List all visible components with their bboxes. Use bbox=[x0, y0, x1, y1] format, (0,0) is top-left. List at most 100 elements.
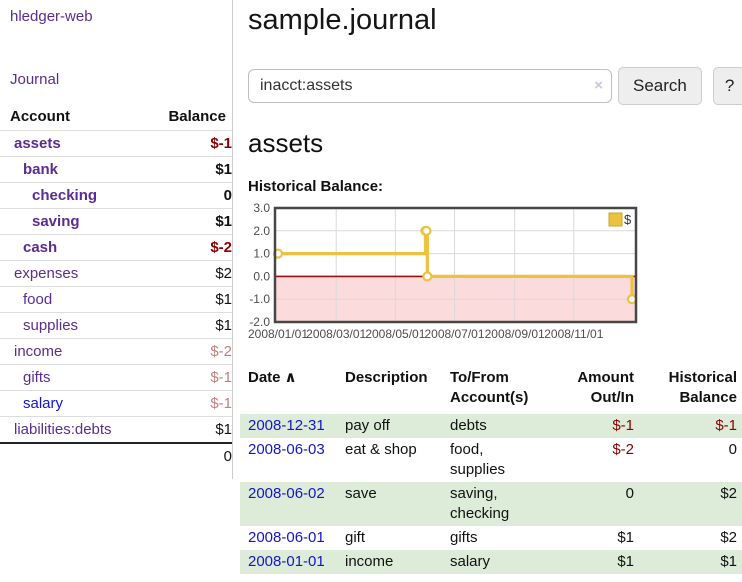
register-row: 2008-06-03 eat & shop food, supplies $-2 0 bbox=[240, 438, 742, 482]
accounts-header-balance: Balance bbox=[168, 108, 226, 125]
sort-asc-icon: ∧ bbox=[284, 369, 297, 386]
sidebar-account-link-liabilities-debts[interactable]: liabilities:debts bbox=[14, 421, 112, 438]
sidebar-account-link-expenses[interactable]: expenses bbox=[14, 265, 79, 282]
svg-text:2008/09/01: 2008/09/01 bbox=[485, 327, 545, 341]
main-content: sample.journal × Search ? assets Histori… bbox=[240, 0, 742, 574]
sidebar-account-link-bank[interactable]: bank bbox=[23, 161, 59, 178]
register-row: 2008-01-01 income salary $1 $1 bbox=[240, 550, 742, 574]
svg-text:$: $ bbox=[624, 212, 632, 227]
account-balance: $-2 bbox=[139, 234, 232, 261]
accounts-total-row: 0 bbox=[0, 442, 232, 469]
register-header-amount: Amount Out/In bbox=[577, 369, 634, 406]
account-row: assets $-1 bbox=[0, 130, 232, 157]
register-header-description: Description bbox=[345, 369, 428, 386]
register-cell-date: 2008-06-01 bbox=[240, 526, 337, 550]
register-cell-description: save bbox=[345, 485, 377, 502]
register-cell-date: 2008-12-31 bbox=[240, 414, 337, 438]
account-row: checking 0 bbox=[0, 182, 232, 209]
account-row: gifts $-1 bbox=[0, 364, 232, 391]
clear-search-icon[interactable]: × bbox=[594, 77, 603, 94]
register-cell-balance: 0 bbox=[728, 441, 737, 458]
sidebar-account-link-supplies[interactable]: supplies bbox=[23, 317, 79, 334]
register-cell-description: gift bbox=[345, 529, 366, 546]
svg-text:2008/07/01: 2008/07/01 bbox=[424, 327, 484, 341]
account-balance: $1 bbox=[139, 416, 232, 443]
register-header-row: Date ∧ Description To/From Account(s) Amo… bbox=[240, 366, 742, 414]
brand-link[interactable]: hledger-web bbox=[10, 8, 93, 25]
register-cell-amount: $-2 bbox=[612, 441, 634, 458]
account-row: bank $1 bbox=[0, 156, 232, 183]
account-row: food $1 bbox=[0, 286, 232, 313]
account-balance: $1 bbox=[139, 312, 232, 339]
search-button[interactable]: Search bbox=[618, 67, 702, 105]
historical-balance-chart[interactable]: $3.0 2.0 1.0 0.0 -1.0 -2.0 2008/01/01 2008/03/0… bbox=[240, 201, 710, 349]
register-cell-accounts: debts bbox=[450, 417, 487, 434]
sidebar: hledger-web Journal Account Balance asse… bbox=[0, 0, 233, 479]
register-cell-balance: $2 bbox=[720, 529, 737, 546]
sidebar-account-link-income[interactable]: income bbox=[14, 343, 63, 360]
accounts-total-spacer bbox=[0, 442, 140, 469]
register-cell-amount: $-1 bbox=[612, 417, 634, 434]
register-cell-date: 2008-01-01 bbox=[240, 550, 337, 574]
svg-text:2.0: 2.0 bbox=[253, 224, 270, 238]
chart-svg: $3.0 2.0 1.0 0.0 -1.0 -2.02008/01/012008/03/0… bbox=[248, 201, 638, 341]
transaction-date-link[interactable]: 2008-01-01 bbox=[248, 553, 325, 570]
sidebar-account-link-food[interactable]: food bbox=[23, 291, 53, 308]
transaction-date-link[interactable]: 2008-12-31 bbox=[248, 417, 325, 434]
help-button[interactable]: ? bbox=[712, 67, 742, 105]
account-balance: $-2 bbox=[139, 338, 232, 365]
sidebar-account-link-assets[interactable]: assets bbox=[14, 135, 61, 152]
account-row: expenses $2 bbox=[0, 260, 232, 287]
register-cell-amount: $1 bbox=[617, 553, 634, 570]
account-row: supplies $1 bbox=[0, 312, 232, 339]
register-row: 2008-06-01 gift gifts $1 $2 bbox=[240, 526, 742, 550]
accounts-header-row: Account Balance bbox=[0, 104, 232, 131]
register-header-balance: Historical Balance bbox=[668, 369, 737, 406]
svg-text:-1.0: -1.0 bbox=[249, 292, 270, 306]
account-row: salary $-1 bbox=[0, 390, 232, 417]
search-field-wrap: × bbox=[248, 69, 612, 103]
svg-text:2008/05/01: 2008/05/01 bbox=[365, 327, 425, 341]
account-balance: $-1 bbox=[139, 390, 232, 417]
sidebar-account-link-gifts[interactable]: gifts bbox=[23, 369, 51, 386]
transaction-date-link[interactable]: 2008-06-03 bbox=[248, 441, 325, 458]
register-header-accounts: To/From Account(s) bbox=[450, 369, 529, 406]
account-balance: $2 bbox=[139, 260, 232, 287]
svg-text:2008/11/01: 2008/11/01 bbox=[544, 327, 603, 341]
sidebar-account-link-cash[interactable]: cash bbox=[23, 239, 58, 256]
register-cell-accounts: saving, checking bbox=[450, 485, 510, 522]
register-cell-date: 2008-06-03 bbox=[240, 438, 337, 482]
date-column-label: Date bbox=[248, 369, 281, 386]
svg-text:2008/03/01: 2008/03/01 bbox=[306, 327, 366, 341]
register-row: 2008-06-02 save saving, checking 0 $2 bbox=[240, 482, 742, 526]
transaction-date-link[interactable]: 2008-06-01 bbox=[248, 529, 325, 546]
transaction-date-link[interactable]: 2008-06-02 bbox=[248, 485, 325, 502]
search-input[interactable] bbox=[248, 69, 612, 103]
register-cell-accounts: food, supplies bbox=[450, 441, 506, 478]
account-balance: $-1 bbox=[139, 364, 232, 391]
nav-journal-link[interactable]: Journal bbox=[10, 71, 60, 88]
register-cell-accounts: salary bbox=[450, 553, 491, 570]
register-cell-description: pay off bbox=[345, 417, 390, 434]
sidebar-account-link-salary[interactable]: salary bbox=[23, 395, 64, 412]
account-row: saving $1 bbox=[0, 208, 232, 235]
account-balance: $-1 bbox=[139, 130, 232, 157]
register-header-date[interactable]: Date ∧ bbox=[240, 366, 337, 414]
svg-text:1.0: 1.0 bbox=[253, 247, 270, 261]
account-balance: 0 bbox=[139, 182, 232, 209]
page-title: sample.journal bbox=[248, 4, 437, 36]
register-cell-description: income bbox=[345, 553, 394, 570]
sidebar-account-link-checking[interactable]: checking bbox=[32, 187, 98, 204]
account-balance: $1 bbox=[139, 208, 232, 235]
register-table: Date ∧ Description To/From Account(s) Amo… bbox=[240, 366, 742, 574]
search-bar: × Search ? bbox=[248, 67, 742, 105]
accounts-header-account: Account bbox=[10, 108, 70, 125]
svg-text:-2.0: -2.0 bbox=[249, 315, 270, 329]
account-row: income $-2 bbox=[0, 338, 232, 365]
account-row: cash $-2 bbox=[0, 234, 232, 261]
accounts-table: Account Balance assets $-1 bank $1 checking 0… bbox=[0, 104, 232, 469]
account-balance: $1 bbox=[139, 286, 232, 313]
register-cell-balance: $-1 bbox=[715, 417, 737, 434]
sidebar-account-link-saving[interactable]: saving bbox=[32, 213, 80, 230]
register-cell-description: eat & shop bbox=[345, 441, 417, 458]
